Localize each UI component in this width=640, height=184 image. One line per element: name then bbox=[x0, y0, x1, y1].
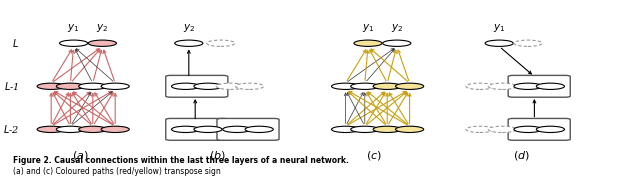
Circle shape bbox=[488, 83, 516, 89]
Circle shape bbox=[351, 83, 379, 89]
Circle shape bbox=[37, 83, 65, 89]
Text: $y_2$: $y_2$ bbox=[182, 22, 195, 34]
Circle shape bbox=[536, 126, 564, 132]
Circle shape bbox=[172, 83, 200, 89]
Circle shape bbox=[101, 126, 129, 132]
Circle shape bbox=[207, 40, 235, 46]
Text: $(b)$: $(b)$ bbox=[209, 149, 226, 162]
Circle shape bbox=[373, 83, 401, 89]
Circle shape bbox=[396, 83, 424, 89]
Circle shape bbox=[536, 83, 564, 89]
Circle shape bbox=[514, 83, 542, 89]
Circle shape bbox=[79, 126, 107, 132]
FancyBboxPatch shape bbox=[166, 118, 228, 140]
Circle shape bbox=[223, 126, 251, 132]
FancyBboxPatch shape bbox=[508, 75, 570, 97]
FancyBboxPatch shape bbox=[166, 75, 228, 97]
Circle shape bbox=[101, 83, 129, 89]
Circle shape bbox=[194, 83, 222, 89]
FancyBboxPatch shape bbox=[217, 118, 279, 140]
Text: $y_1$: $y_1$ bbox=[67, 22, 80, 34]
Text: $(d)$: $(d)$ bbox=[513, 149, 530, 162]
FancyBboxPatch shape bbox=[508, 118, 570, 140]
Circle shape bbox=[332, 126, 360, 132]
Circle shape bbox=[56, 126, 84, 132]
Circle shape bbox=[245, 126, 273, 132]
Circle shape bbox=[351, 126, 379, 132]
Circle shape bbox=[56, 83, 84, 89]
Text: (a) and (c) Coloured paths (red/yellow) transpose sign: (a) and (c) Coloured paths (red/yellow) … bbox=[13, 167, 221, 176]
Circle shape bbox=[485, 40, 513, 46]
Text: $y_1$: $y_1$ bbox=[362, 22, 374, 34]
Circle shape bbox=[514, 126, 542, 132]
Circle shape bbox=[216, 83, 244, 89]
Text: $y_2$: $y_2$ bbox=[96, 22, 109, 34]
Circle shape bbox=[332, 83, 360, 89]
Text: $L$-2: $L$-2 bbox=[3, 123, 19, 135]
Text: $L$: $L$ bbox=[12, 37, 19, 49]
Circle shape bbox=[175, 40, 203, 46]
Circle shape bbox=[79, 83, 107, 89]
Text: $y_2$: $y_2$ bbox=[390, 22, 403, 34]
Circle shape bbox=[373, 126, 401, 132]
Circle shape bbox=[383, 40, 411, 46]
Circle shape bbox=[488, 126, 516, 132]
Circle shape bbox=[466, 126, 494, 132]
Circle shape bbox=[88, 40, 116, 46]
Text: $(a)$: $(a)$ bbox=[72, 149, 88, 162]
Circle shape bbox=[60, 40, 88, 46]
Text: Figure 2. Causal connections within the last three layers of a neural network.: Figure 2. Causal connections within the … bbox=[13, 156, 349, 165]
Circle shape bbox=[194, 126, 222, 132]
Text: $y_1$: $y_1$ bbox=[493, 22, 506, 34]
Text: $L$-1: $L$-1 bbox=[4, 80, 19, 92]
Circle shape bbox=[354, 40, 382, 46]
Circle shape bbox=[514, 40, 542, 46]
Circle shape bbox=[396, 126, 424, 132]
Circle shape bbox=[466, 83, 494, 89]
Circle shape bbox=[172, 126, 200, 132]
Circle shape bbox=[37, 126, 65, 132]
Circle shape bbox=[236, 83, 264, 89]
Text: $(c)$: $(c)$ bbox=[367, 149, 382, 162]
